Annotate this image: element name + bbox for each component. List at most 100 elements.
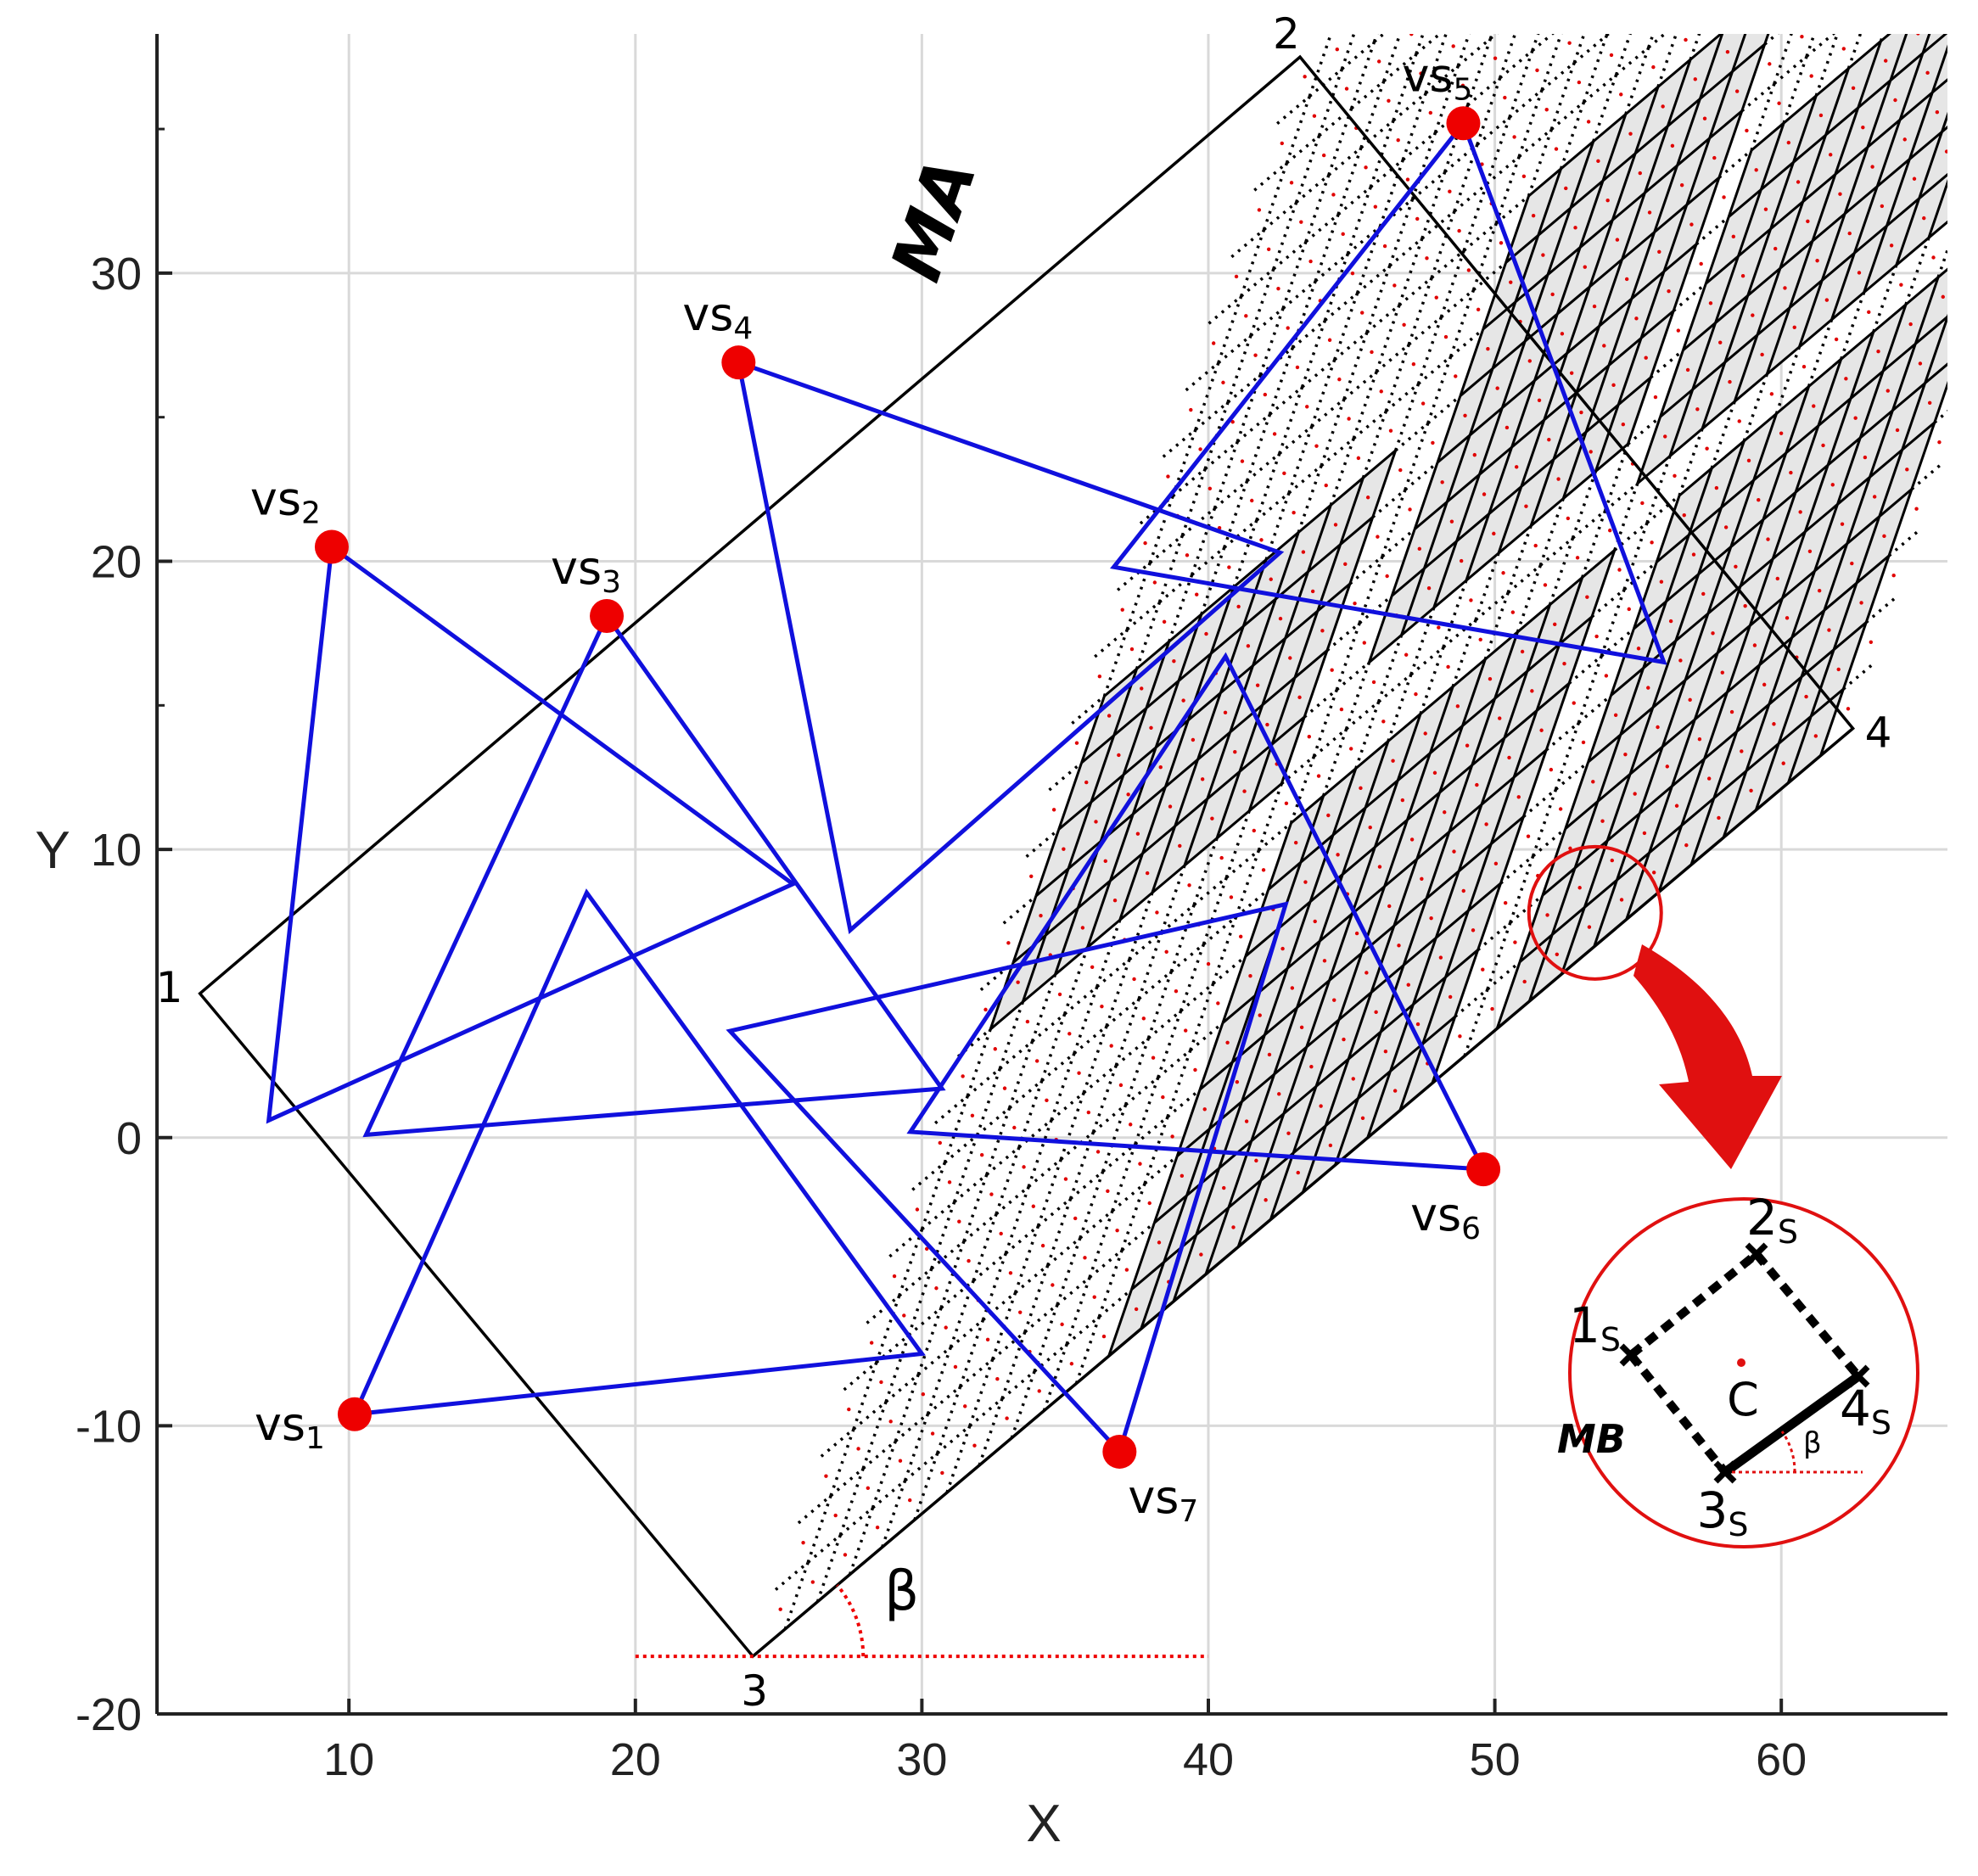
ma-row-line	[884, 1373, 920, 1403]
cell-center-dot	[1524, 504, 1528, 508]
ma-col-line	[1614, 34, 1632, 76]
cell-center-dot	[1295, 365, 1300, 370]
ma-row-line	[1079, 1209, 1114, 1240]
ma-col-line	[1107, 1289, 1133, 1357]
cell-center-dot	[1022, 1165, 1026, 1169]
cell-center-dot	[856, 1447, 860, 1451]
ma-row-line	[1583, 879, 1618, 909]
cell-center-dot	[1299, 220, 1303, 224]
ma-row-line	[1481, 776, 1516, 806]
ma-row-line	[1382, 53, 1418, 82]
ma-col-line	[1520, 419, 1546, 488]
cell-center-dot	[1327, 338, 1332, 342]
cell-center-dot	[1583, 265, 1587, 269]
cell-center-dot	[1558, 807, 1563, 811]
ma-col-line	[1046, 1198, 1073, 1266]
ma-row-line	[1619, 706, 1654, 736]
ma-row-line	[820, 1427, 855, 1458]
cell-center-dot	[1785, 616, 1790, 620]
cell-center-dot	[1763, 207, 1768, 211]
ma-row-line	[1263, 201, 1297, 231]
cell-center-dot	[921, 1392, 926, 1397]
cell-center-dot	[1615, 238, 1620, 242]
ma-row-line	[1499, 854, 1534, 885]
ma-col-line	[1337, 952, 1364, 1021]
ma-row-line	[1045, 907, 1079, 937]
ma-row-line	[1381, 528, 1416, 558]
ma-row-line	[1569, 179, 1604, 210]
ma-row-line	[1415, 831, 1450, 860]
ma-col-line	[962, 1173, 989, 1242]
ma-row-line	[1272, 240, 1308, 271]
ma-col-line	[1723, 0, 1745, 32]
ma-row-line	[1455, 512, 1490, 543]
ma-col-line	[1495, 961, 1521, 1029]
cell-center-dot	[993, 1047, 997, 1051]
ma-col-line	[1871, 0, 1894, 2]
cell-center-dot	[1702, 116, 1707, 120]
ma-row-line	[1711, 440, 1745, 469]
ma-col-line	[1387, 674, 1413, 742]
cell-center-dot	[1443, 810, 1447, 815]
ma-col-line	[1777, 676, 1803, 744]
ma-col-line	[1564, 761, 1590, 830]
ma-col-line	[1398, 1043, 1425, 1112]
ma-row-line	[1233, 558, 1268, 588]
ma-row-line	[1577, 694, 1612, 725]
ma-row-line	[1560, 140, 1594, 170]
cell-center-dot	[1216, 1001, 1220, 1005]
cell-center-dot	[1074, 741, 1079, 745]
ma-row-line	[1164, 759, 1199, 788]
ma-col-line	[875, 1295, 901, 1364]
ma-row-line	[1194, 400, 1230, 431]
ma-col-line	[1317, 68, 1344, 137]
cell-center-dot	[1688, 697, 1692, 703]
cell-center-dot	[1948, 4, 1952, 8]
cell-center-dot	[1254, 1158, 1258, 1163]
ma-row-line	[1423, 540, 1458, 570]
ma-col-line	[1396, 713, 1422, 781]
ma-row-line	[1296, 979, 1331, 1009]
cell-center-dot	[1569, 371, 1574, 375]
cell-center-dot	[1296, 1170, 1300, 1175]
ma-row-line	[1492, 340, 1527, 370]
zoom-source-circle	[1527, 844, 1663, 981]
cell-center-dot	[1166, 474, 1170, 479]
cell-center-dot	[1549, 767, 1554, 772]
sensor-triangle	[350, 888, 926, 1417]
cell-center-dot	[1039, 913, 1043, 918]
ma-row-line	[1676, 137, 1711, 167]
cell-center-dot	[1319, 1104, 1323, 1108]
ma-col-line	[1382, 34, 1402, 82]
ma-row-line	[985, 1145, 1021, 1176]
cell-center-dot	[843, 1553, 848, 1557]
ma-row-line	[1255, 491, 1291, 522]
ma-col-line	[1402, 898, 1428, 966]
ma-row-line	[1804, 503, 1839, 533]
ma-col-line	[1415, 792, 1442, 860]
ma-col-line	[939, 1240, 966, 1308]
cell-center-dot	[1908, 322, 1913, 327]
cell-center-dot	[1305, 405, 1309, 409]
ma-row-line	[1694, 691, 1729, 721]
ma-row-line	[1435, 910, 1470, 939]
ma-col-line	[1263, 967, 1289, 1036]
ma-col-line	[1407, 277, 1433, 345]
ma-row-line	[1589, 258, 1623, 288]
ma-col-line	[1272, 201, 1298, 270]
cell-center-dot	[1543, 583, 1548, 587]
cell-center-dot	[1067, 1032, 1072, 1036]
ma-col-line	[1698, 34, 1724, 100]
ma-col-line	[1933, 380, 1947, 423]
ma-row-line	[1313, 727, 1348, 758]
ma-col-line	[1346, 186, 1372, 255]
ma-col-line	[1630, 232, 1656, 300]
ma-col-line	[1040, 1013, 1067, 1082]
cell-center-dot	[1708, 301, 1713, 305]
ma-col-line	[1622, 522, 1649, 591]
cell-center-dot	[1006, 941, 1011, 945]
ma-col-line	[1941, 111, 1947, 132]
ma-col-line	[1454, 949, 1480, 1017]
cell-center-dot	[1100, 1004, 1104, 1009]
ma-row-line	[1876, 158, 1911, 188]
